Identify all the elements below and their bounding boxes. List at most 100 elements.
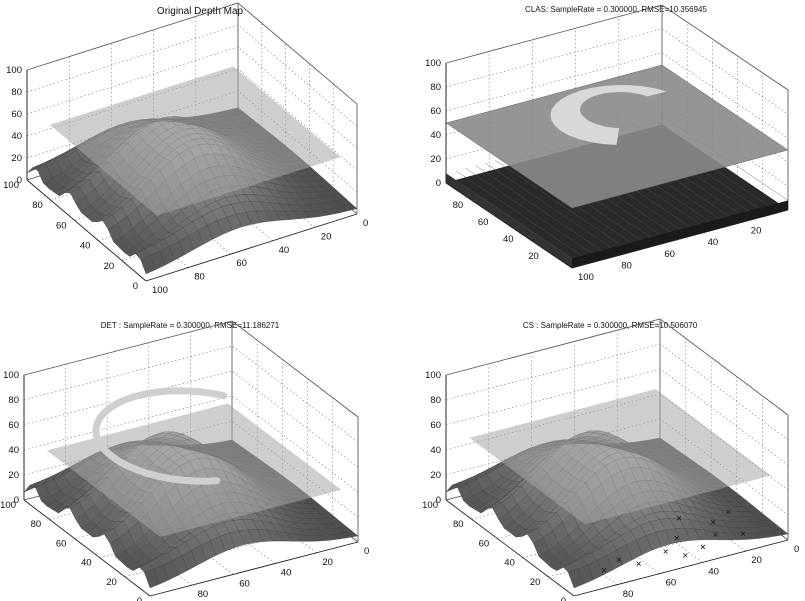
y-tick-label: 20 bbox=[530, 577, 541, 588]
sample-marker bbox=[740, 531, 746, 537]
y-tick-label: 60 bbox=[479, 538, 490, 549]
x-tick-label: 0 bbox=[363, 218, 368, 229]
y-tick-label: 40 bbox=[80, 241, 91, 252]
sample-marker bbox=[676, 515, 682, 521]
x-tick-label: 60 bbox=[666, 578, 677, 589]
z-tick-label: 100 bbox=[3, 370, 19, 381]
z-tick-label: 40 bbox=[430, 130, 441, 141]
z-tick-label: 20 bbox=[430, 154, 441, 165]
z-tick-label: 100 bbox=[6, 65, 22, 76]
z-tick-label: 40 bbox=[430, 445, 441, 456]
sample-marker bbox=[683, 553, 688, 558]
y-tick-label: 60 bbox=[56, 538, 67, 549]
tick-labels: 0 20 40 60 80 100 20 40 60 80 100 80 60 40 20 bbox=[425, 58, 761, 283]
y-tick-label: 100 bbox=[422, 500, 438, 511]
flat-plane bbox=[46, 403, 342, 537]
grid-line bbox=[445, 52, 789, 139]
x-tick-label: 20 bbox=[321, 231, 332, 242]
x-tick-label: 40 bbox=[708, 237, 719, 248]
surface-data bbox=[26, 66, 358, 275]
det-ring bbox=[92, 387, 228, 485]
dark-base-side bbox=[446, 173, 572, 268]
x-axis-line bbox=[149, 541, 359, 597]
y-tick-label: 20 bbox=[528, 251, 539, 262]
x-tick-label: 0 bbox=[364, 546, 369, 557]
dark-base-side bbox=[572, 200, 788, 268]
surface-data bbox=[23, 387, 359, 589]
z-tick-label: 100 bbox=[425, 58, 441, 69]
grid-line bbox=[23, 320, 359, 418]
x-tick-label: 0 bbox=[794, 544, 799, 555]
sample-marker bbox=[601, 567, 607, 573]
y-tick-label: 100 bbox=[0, 500, 16, 511]
z-tick-label: 60 bbox=[430, 106, 441, 117]
sample-marker bbox=[710, 519, 716, 525]
grid-line bbox=[23, 370, 359, 468]
grid-line bbox=[23, 395, 359, 493]
x-tick-label: 80 bbox=[194, 272, 205, 283]
grid-line bbox=[445, 28, 789, 115]
y-tick-label: 0 bbox=[137, 596, 142, 601]
z-tick-label: 20 bbox=[8, 470, 19, 481]
mesh-line bbox=[475, 165, 602, 251]
z-tick-label: 80 bbox=[8, 395, 19, 406]
sample-marker bbox=[636, 561, 641, 567]
x-axis-line bbox=[145, 213, 358, 282]
y-tick-label: 0 bbox=[133, 281, 138, 292]
z-tick-label: 20 bbox=[430, 470, 441, 481]
x-tick-label: 80 bbox=[198, 589, 209, 600]
z-tick-label: 0 bbox=[436, 495, 441, 506]
x-tick-label: 80 bbox=[621, 260, 632, 271]
x-tick-label: 80 bbox=[623, 589, 634, 600]
y-axis-line bbox=[23, 499, 151, 597]
z-tick-label: 0 bbox=[436, 178, 441, 189]
surface-data bbox=[445, 389, 789, 589]
x-axis-line bbox=[571, 209, 789, 269]
x-tick-label: 40 bbox=[708, 566, 719, 577]
x-tick-label: 40 bbox=[279, 245, 290, 256]
grid-line bbox=[23, 345, 359, 443]
grid-line bbox=[445, 368, 789, 466]
y-tick-label: 40 bbox=[503, 234, 514, 245]
y-tick-label: 20 bbox=[104, 261, 115, 272]
sample-marker bbox=[674, 535, 680, 541]
flat-plane bbox=[49, 66, 341, 216]
mesh-line bbox=[465, 167, 592, 254]
y-tick-label: 80 bbox=[31, 519, 42, 530]
z-tick-label: 40 bbox=[11, 131, 22, 142]
z-tick-label: 60 bbox=[11, 109, 22, 120]
panel-title: CLAS: SampleRate = 0.300000, RMSE=10.356… bbox=[525, 5, 707, 14]
sample-marker bbox=[725, 509, 731, 515]
x-tick-label: 20 bbox=[322, 557, 333, 568]
sample-marker bbox=[700, 544, 706, 550]
z-tick-label: 60 bbox=[430, 420, 441, 431]
sample-marker bbox=[713, 532, 718, 537]
crescent-ridge bbox=[549, 84, 669, 146]
z-tick-label: 20 bbox=[11, 153, 22, 164]
grid-line bbox=[26, 46, 358, 149]
y-tick-label: 20 bbox=[106, 577, 117, 588]
mesh-line bbox=[455, 170, 582, 256]
panel-title: DET : SampleRate = 0.300000, RMSE=11.186… bbox=[101, 321, 280, 330]
x-tick-label: 40 bbox=[281, 568, 292, 579]
x-axis-line bbox=[573, 539, 789, 597]
panel-1: Original Depth Map0204060801000204060801… bbox=[3, 2, 368, 296]
z-tick-label: 80 bbox=[430, 395, 441, 406]
z-tick-label: 100 bbox=[425, 370, 441, 381]
z-tick-label: 0 bbox=[17, 175, 22, 186]
y-tick-label: 60 bbox=[478, 217, 489, 228]
x-tick-label: 100 bbox=[578, 272, 594, 283]
mesh-line bbox=[445, 173, 573, 259]
z-tick-label: 80 bbox=[11, 87, 22, 98]
x-tick-label: 60 bbox=[664, 249, 675, 260]
x-tick-label: 60 bbox=[236, 258, 247, 269]
y-tick-label: 40 bbox=[81, 558, 92, 569]
flat-plane bbox=[469, 389, 771, 525]
z-tick-label: 60 bbox=[8, 420, 19, 431]
panel-2: CLAS: SampleRate = 0.300000, RMSE=10.356… bbox=[425, 4, 789, 283]
y-tick-label: 40 bbox=[504, 558, 515, 569]
panel-title: CS : SampleRate = 0.300000, RMSE=10.5060… bbox=[523, 321, 698, 330]
surface-data bbox=[445, 64, 789, 269]
